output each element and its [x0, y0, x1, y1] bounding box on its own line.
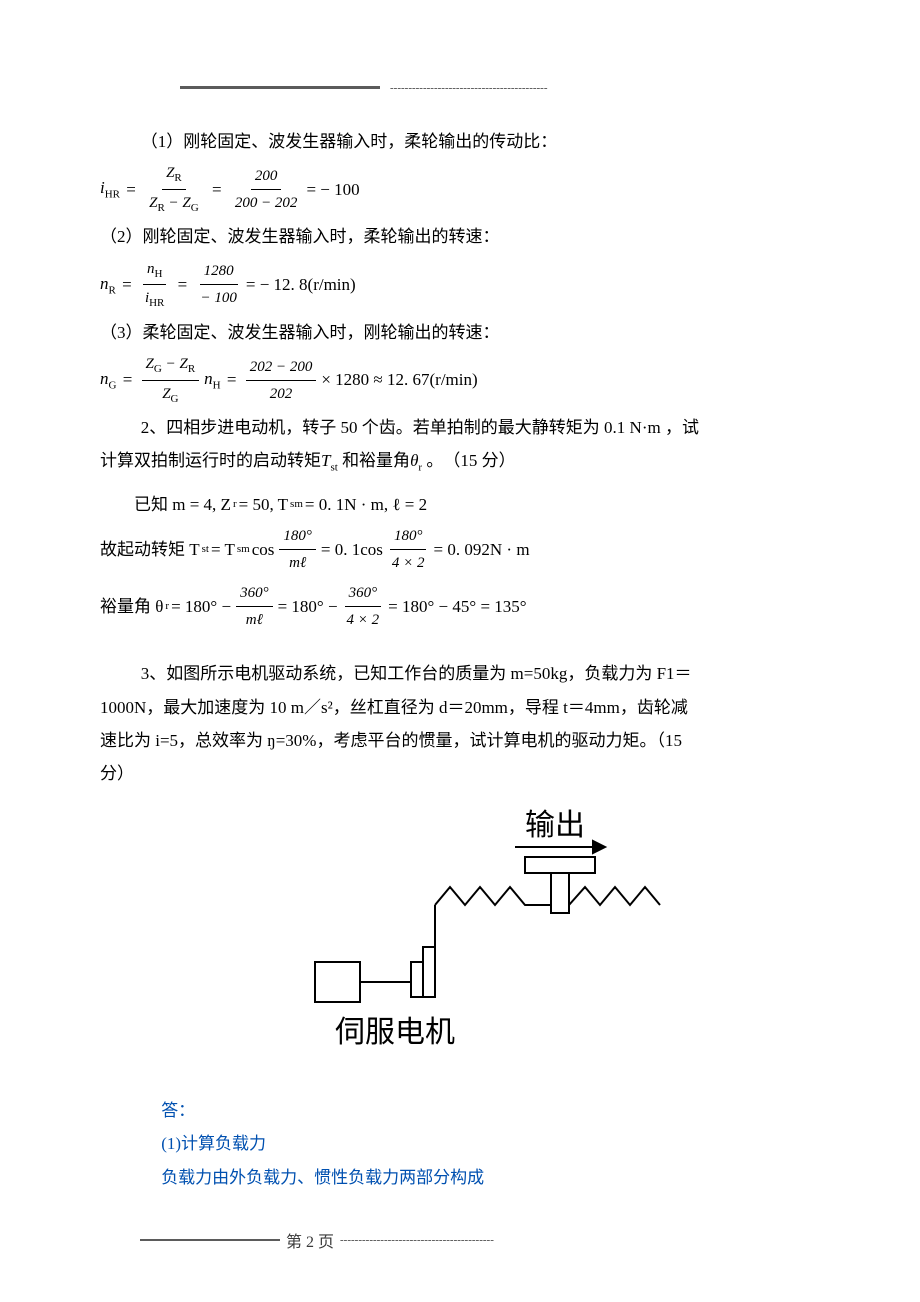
rhs: = 180° − 45° = 135°: [388, 593, 526, 620]
q2-theta: 裕量角 θr = 180° − 360° mℓ = 180° − 360° 4 …: [100, 581, 820, 632]
q2-tst: 故起动转矩 Tst = Tsmcos 180° mℓ = 0. 1cos 180…: [100, 524, 820, 575]
rhs: = − 12. 8(r/min): [246, 271, 356, 298]
header-rule-line: [180, 86, 380, 89]
header-rule: ----------------------------------------…: [130, 80, 790, 94]
frac: 180° 4 × 2: [388, 524, 429, 575]
footer-line: [140, 1239, 280, 1241]
q2-known: 已知 m = 4, Zr = 50, Tsm = 0. 1N · m, ℓ = …: [100, 491, 820, 518]
q1-eq1: iHR = ZR ZR − ZG = 200 200 − 202 = − 100: [100, 161, 820, 217]
footer-dashes: ----------------------------------------…: [340, 1234, 780, 1246]
frac: ZR ZR − ZG: [145, 161, 203, 217]
q3-answer-label: 答：: [100, 1097, 820, 1124]
page-number: 第 2 页: [280, 1228, 340, 1252]
q2-stem-line1: 2、四相步进电动机，转子 50 个齿。若单拍制的最大静转矩为 0.1 N·m ，…: [100, 414, 820, 441]
frac: 360° mℓ: [236, 581, 273, 632]
rhs: × 1280 ≈ 12. 67(r/min): [321, 366, 477, 393]
frac: 200 200 − 202: [231, 164, 302, 215]
q2-stem-line2: 计算双拍制运行时的启动转矩Tst 和裕量角θr 。 （15 分）: [100, 447, 820, 477]
q3-answer-l2: 负载力由外负载力、惯性负载力两部分构成: [100, 1164, 820, 1191]
q3-stem-l1: 3、如图所示电机驱动系统，已知工作台的质量为 m=50kg，负载力为 F1＝: [100, 660, 820, 687]
servo-diagram: 输出 伺服电机: [245, 807, 675, 1067]
content: （1）刚轮固定、波发生器输入时，柔轮输出的传动比： iHR = ZR ZR − …: [100, 128, 820, 1191]
eq: =: [208, 176, 226, 203]
frac: 1280 − 100: [196, 259, 240, 310]
q1-line1: （1）刚轮固定、波发生器输入时，柔轮输出的传动比：: [100, 128, 820, 155]
q1-line3: （3）柔轮固定、波发生器输入时，刚轮输出的转速：: [100, 319, 820, 346]
document-page: ----------------------------------------…: [0, 0, 920, 1302]
var: nG: [100, 365, 116, 395]
diagram-servo-label: 伺服电机: [335, 1016, 455, 1049]
diagram-output-label: 输出: [525, 809, 585, 842]
footer-rule: 第 2 页 ----------------------------------…: [140, 1228, 780, 1252]
rhs: = − 100: [306, 176, 359, 203]
var: iHR: [100, 174, 120, 204]
q1-eq3: nG = ZG − ZR ZG nH = 202 − 200 202 × 128…: [100, 352, 820, 408]
header-rule-dashes: ----------------------------------------…: [390, 82, 548, 94]
var: nR: [100, 270, 116, 300]
rhs: = 0. 092N · m: [434, 536, 530, 563]
frac: 202 − 200 202: [246, 355, 317, 406]
frac: ZG − ZR ZG: [142, 352, 200, 408]
q3-answer-l1: (1)计算负载力: [100, 1130, 820, 1157]
frac: 180° mℓ: [279, 524, 316, 575]
var: nH: [204, 365, 220, 395]
q3-stem-l2: 1000N，最大加速度为 10 m／s²，丝杠直径为 d＝20mm，导程 t＝4…: [100, 694, 820, 721]
frac: 360° 4 × 2: [343, 581, 384, 632]
frac: nH iHR: [141, 257, 168, 313]
q3-stem-l3: 速比为 i=5，总效率为 ŋ=30%，考虑平台的惯量，试计算电机的驱动力矩。（1…: [100, 727, 820, 754]
eq: =: [122, 176, 140, 203]
q1-eq2: nR = nH iHR = 1280 − 100 = − 12. 8(r/min…: [100, 257, 820, 313]
q1-line2: （2）刚轮固定、波发生器输入时，柔轮输出的转速：: [100, 223, 820, 250]
q3-stem-l4: 分）: [100, 760, 820, 787]
